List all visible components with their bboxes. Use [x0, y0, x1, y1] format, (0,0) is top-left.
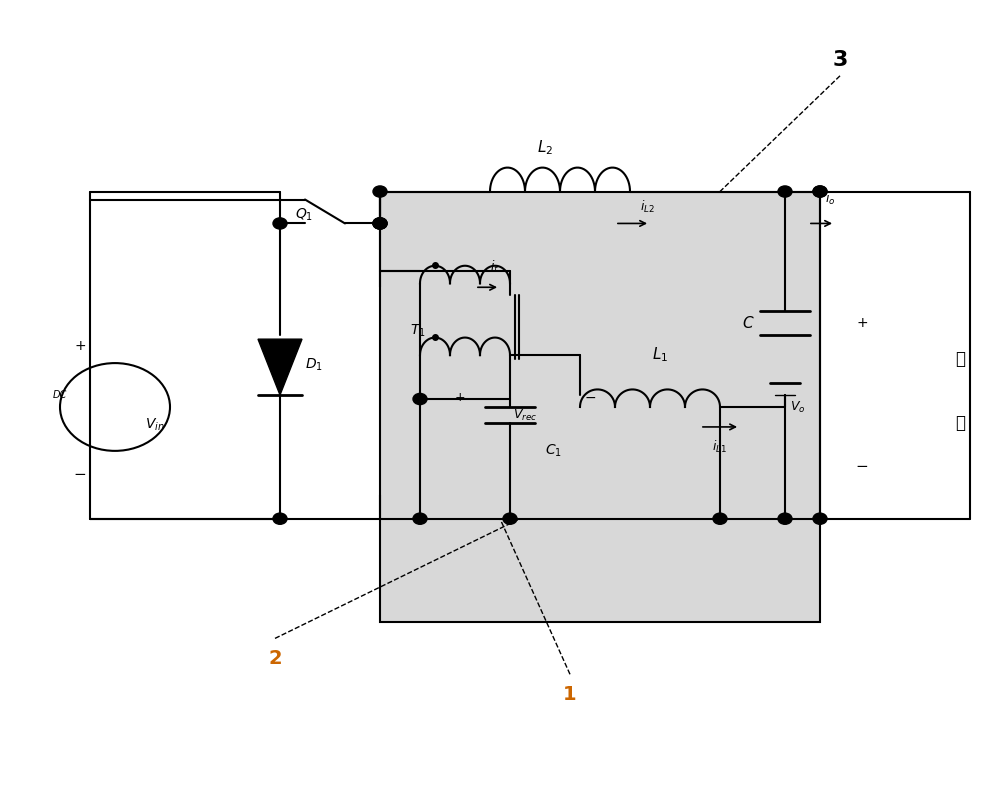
Text: $i_o$: $i_o$ — [825, 192, 835, 207]
Circle shape — [713, 513, 727, 524]
Text: $V_{rec}$: $V_{rec}$ — [513, 408, 537, 422]
Circle shape — [813, 186, 827, 197]
Text: −: − — [856, 459, 868, 474]
Text: $V_o$: $V_o$ — [790, 400, 806, 414]
Circle shape — [373, 218, 387, 229]
Text: −: − — [74, 468, 86, 482]
Text: $T_1$: $T_1$ — [410, 323, 426, 339]
Text: DC: DC — [53, 390, 67, 400]
Text: +: + — [455, 391, 465, 405]
Polygon shape — [258, 339, 302, 395]
Text: $L_2$: $L_2$ — [537, 138, 553, 157]
Text: $D_1$: $D_1$ — [305, 357, 323, 373]
Circle shape — [373, 218, 387, 229]
Text: 1: 1 — [563, 685, 577, 704]
Circle shape — [413, 513, 427, 524]
Text: 负: 负 — [955, 350, 965, 368]
Text: $Q_1$: $Q_1$ — [295, 207, 313, 223]
Circle shape — [503, 513, 517, 524]
Circle shape — [413, 393, 427, 405]
Circle shape — [373, 218, 387, 229]
Circle shape — [778, 513, 792, 524]
Text: $i_f$: $i_f$ — [490, 259, 500, 275]
Circle shape — [273, 513, 287, 524]
Text: −: − — [584, 390, 596, 405]
Text: $L_1$: $L_1$ — [652, 346, 668, 365]
Text: $V_{in}$: $V_{in}$ — [145, 417, 165, 433]
Text: $C$: $C$ — [742, 315, 755, 331]
Circle shape — [373, 186, 387, 197]
Circle shape — [778, 186, 792, 197]
Circle shape — [813, 186, 827, 197]
Text: $i_{L1}$: $i_{L1}$ — [712, 439, 728, 455]
Text: +: + — [74, 338, 86, 353]
Text: 载: 载 — [955, 414, 965, 432]
Text: +: + — [856, 316, 868, 330]
Circle shape — [813, 513, 827, 524]
Text: 3: 3 — [832, 49, 848, 70]
Text: 2: 2 — [268, 649, 282, 668]
Text: $i_{L2}$: $i_{L2}$ — [640, 200, 655, 215]
Circle shape — [273, 218, 287, 229]
Text: $C_1$: $C_1$ — [545, 443, 562, 459]
Bar — [380, 192, 820, 622]
